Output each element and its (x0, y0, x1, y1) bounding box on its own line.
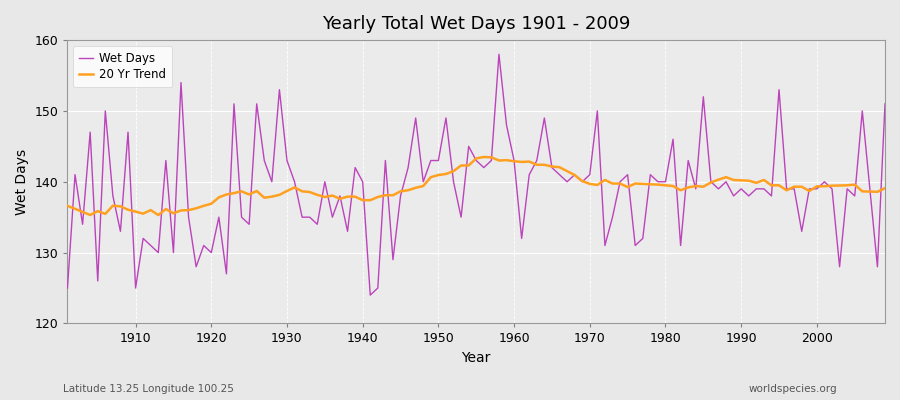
Wet Days (62, 286, 73, 290)
Y-axis label: Wet Days: Wet Days (15, 149, 29, 215)
20 Yr Trend (342, 194, 353, 199)
20 Yr Trend (62, 204, 73, 208)
Legend: Wet Days, 20 Yr Trend: Wet Days, 20 Yr Trend (74, 46, 172, 87)
Wet Days (615, 179, 626, 184)
20 Yr Trend (615, 181, 626, 186)
Text: worldspecies.org: worldspecies.org (749, 384, 837, 394)
20 Yr Trend (479, 154, 490, 159)
Line: Wet Days: Wet Days (68, 54, 885, 295)
Wet Days (289, 179, 300, 184)
20 Yr Trend (153, 213, 164, 218)
20 Yr Trend (122, 207, 133, 212)
Wet Days (493, 52, 504, 57)
20 Yr Trend (879, 186, 890, 191)
X-axis label: Year: Year (462, 351, 490, 365)
Text: Latitude 13.25 Longitude 100.25: Latitude 13.25 Longitude 100.25 (63, 384, 234, 394)
Wet Days (879, 102, 890, 106)
Title: Yearly Total Wet Days 1901 - 2009: Yearly Total Wet Days 1901 - 2009 (322, 15, 630, 33)
Wet Days (364, 293, 375, 298)
20 Yr Trend (297, 189, 308, 194)
Line: 20 Yr Trend: 20 Yr Trend (68, 157, 885, 215)
Wet Days (524, 172, 535, 177)
20 Yr Trend (524, 159, 535, 164)
Wet Days (517, 236, 527, 241)
Wet Days (335, 194, 346, 198)
20 Yr Trend (517, 160, 527, 164)
Wet Days (122, 130, 133, 134)
